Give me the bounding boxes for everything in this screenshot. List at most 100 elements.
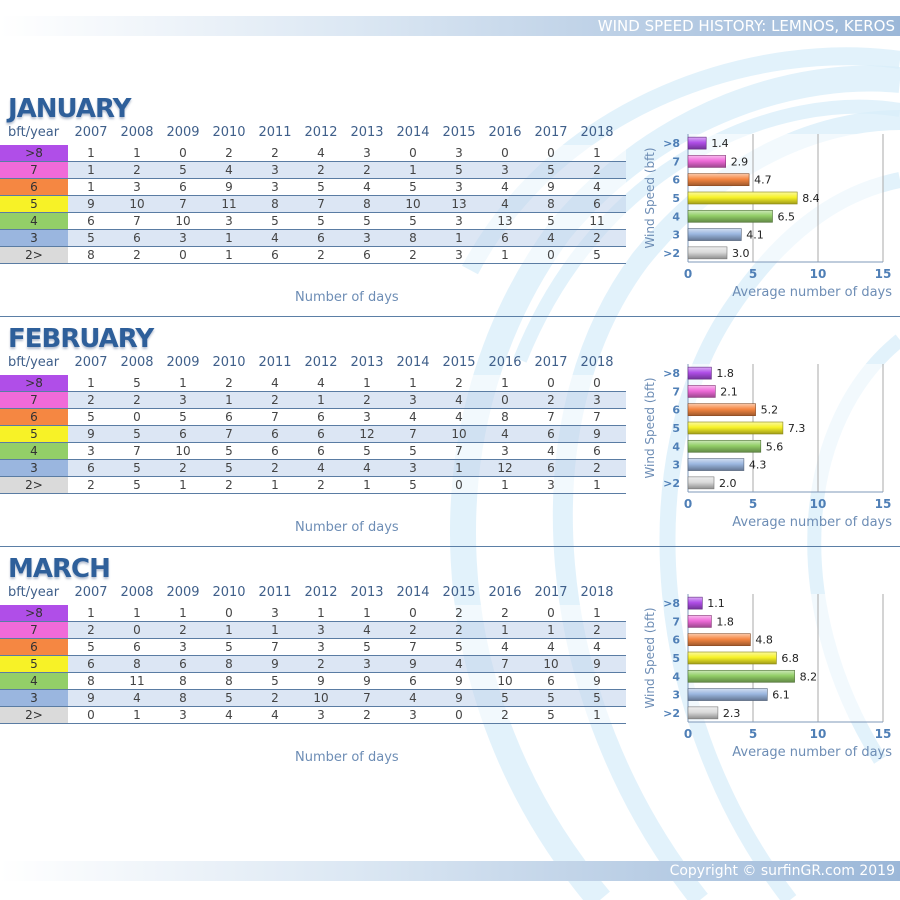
table-cell: 3 [133, 180, 141, 194]
table-row: 3 9 4 8 5 2 10 7 4 9 5 5 5 [0, 690, 626, 707]
row-divider [0, 408, 626, 409]
table-cell: 6 [547, 461, 555, 475]
table-cell: 2 [363, 163, 371, 177]
table-cell: 1 [87, 180, 95, 194]
chart-bar [687, 173, 750, 187]
row-band [68, 605, 626, 621]
x-axis-label: Average number of days [732, 745, 892, 760]
row-band [68, 145, 626, 161]
table-cell: 0 [87, 708, 95, 722]
table-cell: 1 [179, 606, 187, 620]
table-cell: 2 [87, 478, 95, 492]
y-category-label: 6 [672, 634, 680, 647]
x-tick-label: 5 [749, 727, 757, 741]
table-cell: 2 [593, 461, 601, 475]
table-cell: 5 [409, 214, 417, 228]
month-title: MARCH [8, 554, 111, 584]
x-tick-label: 5 [749, 267, 757, 281]
bft-level-label: 7 [0, 622, 68, 638]
table-footnote: Number of days [295, 290, 399, 305]
table-cell: 8 [133, 657, 141, 671]
table-cell: 2 [593, 231, 601, 245]
table-cell: 2 [363, 393, 371, 407]
table-cell: 5 [593, 691, 601, 705]
table-cell: 3 [409, 708, 417, 722]
year-header: 2009 [166, 125, 200, 140]
table-cell: 8 [409, 231, 417, 245]
table-cell: 4 [501, 180, 509, 194]
table-cell: 4 [409, 691, 417, 705]
footer-banner: Copyright © surfinGR.com 2019 [0, 861, 900, 881]
table-cell: 8 [547, 197, 555, 211]
table-cell: 1 [179, 478, 187, 492]
y-category-label: 6 [672, 404, 680, 417]
table-cell: 1 [271, 623, 279, 637]
month-title: JANUARY [8, 94, 131, 124]
table-cell: 1 [179, 376, 187, 390]
table-cell: 7 [133, 444, 141, 458]
table-cell: 2 [317, 478, 325, 492]
row-divider [0, 246, 626, 247]
chart-bar [687, 246, 728, 260]
row-band [68, 179, 626, 195]
year-header: 2008 [120, 125, 154, 140]
table-cell: 7 [317, 197, 325, 211]
table-cell: 7 [409, 640, 417, 654]
bar-value-label: 4.7 [754, 174, 772, 187]
bar-value-label: 6.5 [778, 210, 796, 223]
table-cell: 5 [547, 708, 555, 722]
chart-bar [687, 421, 784, 435]
table-cell: 2 [179, 623, 187, 637]
bar-value-label: 1.1 [707, 597, 725, 610]
bar-value-label: 5.2 [761, 404, 779, 417]
table-cell: 2 [225, 478, 233, 492]
row-band [68, 196, 626, 212]
table-cell: 5 [547, 691, 555, 705]
table-cell: 1 [409, 376, 417, 390]
chart-bar [687, 651, 777, 665]
row-divider [0, 621, 626, 622]
table-cell: 5 [363, 214, 371, 228]
table-cell: 9 [87, 691, 95, 705]
row-divider [0, 459, 626, 460]
table-cell: 0 [455, 708, 463, 722]
bar-value-label: 2.3 [723, 707, 741, 720]
table-cell: 1 [593, 478, 601, 492]
row-divider [0, 689, 626, 690]
table-cell: 6 [225, 410, 233, 424]
year-header: 2016 [488, 355, 522, 370]
table-cell: 12 [497, 461, 513, 475]
table-cell: 2 [179, 461, 187, 475]
bft-level-label: 3 [0, 230, 68, 246]
table-cell: 0 [547, 376, 555, 390]
table-corner-label: bft/year [8, 355, 60, 370]
table-cell: 9 [271, 657, 279, 671]
table-cell: 6 [547, 674, 555, 688]
table-cell: 7 [271, 640, 279, 654]
table-cell: 2 [133, 163, 141, 177]
table-cell: 2 [271, 393, 279, 407]
table-cell: 10 [129, 197, 145, 211]
table-cell: 4 [455, 393, 463, 407]
bar-value-label: 6.1 [772, 689, 790, 702]
table-cell: 6 [363, 248, 371, 262]
table-cell: 0 [133, 623, 141, 637]
chart-bar [687, 458, 745, 471]
table-cell: 5 [593, 248, 601, 262]
table-cell: 6 [179, 180, 187, 194]
row-band [68, 443, 626, 459]
row-band [68, 247, 626, 263]
year-header: 2014 [396, 355, 430, 370]
table-cell: 6 [133, 231, 141, 245]
x-tick-label: 0 [684, 727, 692, 741]
table-cell: 4 [317, 376, 325, 390]
table-cell: 9 [593, 427, 601, 441]
y-category-label: 4 [672, 210, 680, 223]
x-tick-label: 15 [875, 727, 892, 741]
table-cell: 4 [133, 691, 141, 705]
bft-level-label: 6 [0, 409, 68, 425]
table-row: >8 1 1 0 2 2 4 3 0 3 0 0 1 [0, 145, 626, 162]
y-category-label: 3 [672, 689, 680, 702]
table-cell: 10 [313, 691, 329, 705]
table-cell: 5 [271, 214, 279, 228]
